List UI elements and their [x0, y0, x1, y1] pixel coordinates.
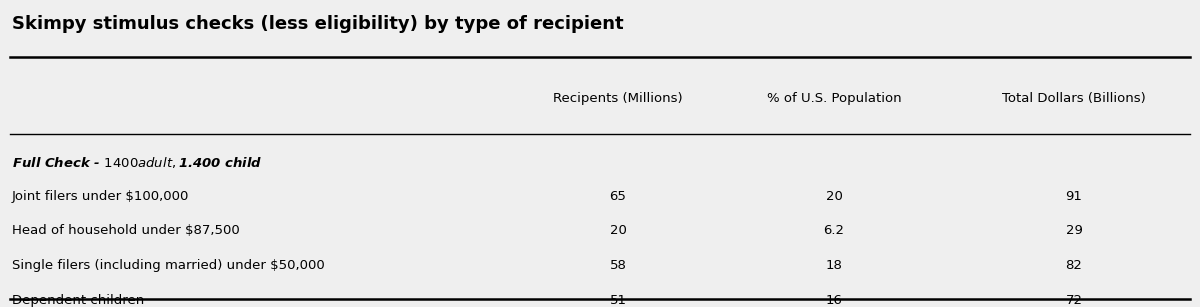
- Text: 18: 18: [826, 259, 842, 272]
- Text: 20: 20: [826, 190, 842, 203]
- Text: % of U.S. Population: % of U.S. Population: [767, 92, 901, 105]
- Text: 82: 82: [1066, 259, 1082, 272]
- Text: Dependent children: Dependent children: [12, 294, 144, 307]
- Text: Single filers (including married) under $50,000: Single filers (including married) under …: [12, 259, 325, 272]
- Text: 6.2: 6.2: [823, 224, 845, 237]
- Text: Recipents (Millions): Recipents (Millions): [553, 92, 683, 105]
- Text: 58: 58: [610, 259, 626, 272]
- Text: 51: 51: [610, 294, 626, 307]
- Text: Skimpy stimulus checks (less eligibility) by type of recipient: Skimpy stimulus checks (less eligibility…: [12, 15, 624, 33]
- Text: Head of household under $87,500: Head of household under $87,500: [12, 224, 240, 237]
- Text: Total Dollars (Billions): Total Dollars (Billions): [1002, 92, 1146, 105]
- Text: 16: 16: [826, 294, 842, 307]
- Text: 20: 20: [610, 224, 626, 237]
- Text: 72: 72: [1066, 294, 1082, 307]
- Text: Joint filers under $100,000: Joint filers under $100,000: [12, 190, 190, 203]
- Text: Full Check - $1400 adult, $1.400 child: Full Check - $1400 adult, $1.400 child: [12, 155, 263, 170]
- Text: 91: 91: [1066, 190, 1082, 203]
- Text: 29: 29: [1066, 224, 1082, 237]
- Text: 65: 65: [610, 190, 626, 203]
